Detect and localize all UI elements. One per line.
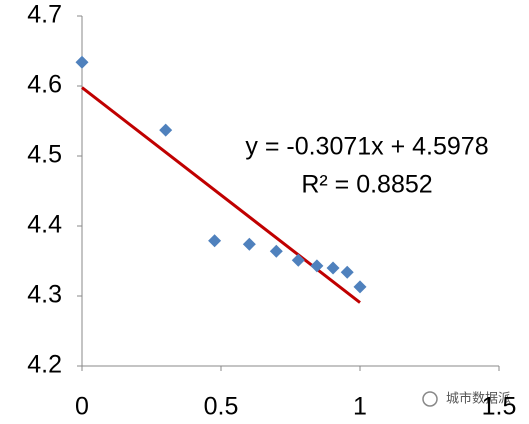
x-tick-label: 1 — [353, 393, 367, 421]
y-tick-label: 4.4 — [27, 211, 62, 239]
point — [291, 253, 305, 267]
watermark-icon — [422, 391, 438, 407]
point — [340, 265, 354, 279]
watermark: 城市数据派 — [446, 390, 511, 405]
y-tick-label: 4.7 — [27, 1, 62, 29]
y-tick-label: 4.2 — [27, 351, 62, 379]
point — [159, 123, 173, 137]
point — [353, 280, 367, 294]
point — [242, 237, 256, 251]
x-tick-label: 1.5 — [482, 393, 517, 421]
point — [208, 234, 222, 248]
trend-r2: R² = 0.8852 — [301, 171, 432, 199]
point — [310, 259, 324, 273]
point — [326, 261, 340, 275]
point — [269, 244, 283, 258]
x-tick-label: 0 — [75, 393, 89, 421]
point — [75, 55, 89, 69]
y-tick-label: 4.6 — [27, 71, 62, 99]
y-tick-label: 4.3 — [27, 281, 62, 309]
y-tick-label: 4.5 — [27, 141, 62, 169]
trend-equation: y = -0.3071x + 4.5978 — [245, 133, 488, 161]
x-tick-label: 0.5 — [204, 393, 239, 421]
